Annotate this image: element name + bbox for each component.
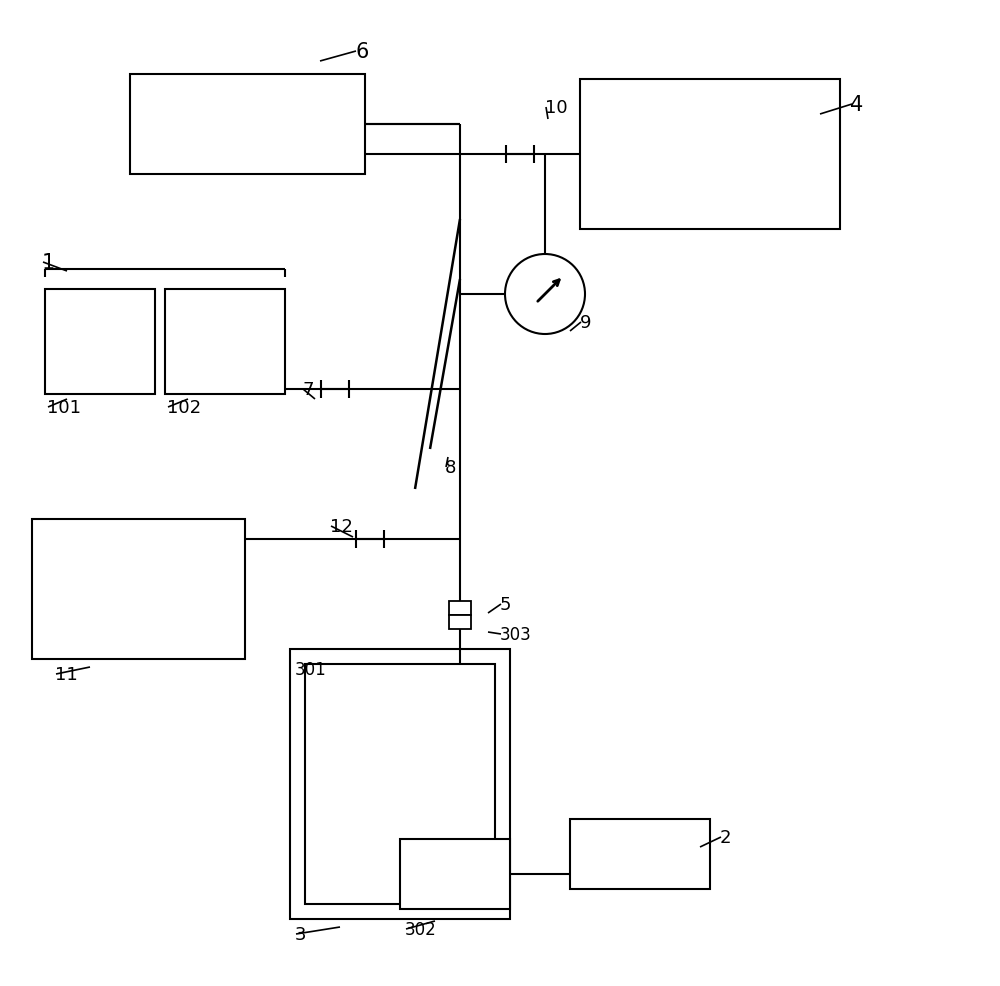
Bar bbox=[449, 601, 471, 615]
Text: 1: 1 bbox=[42, 252, 55, 273]
Bar bbox=[130, 75, 365, 175]
Text: 102: 102 bbox=[167, 398, 201, 416]
Text: 5: 5 bbox=[500, 596, 512, 613]
Text: 2: 2 bbox=[720, 828, 732, 846]
Bar bbox=[45, 290, 155, 394]
Bar bbox=[305, 665, 495, 904]
Circle shape bbox=[505, 254, 585, 334]
Text: 10: 10 bbox=[545, 99, 568, 117]
Text: 9: 9 bbox=[580, 314, 592, 331]
Text: 302: 302 bbox=[405, 920, 437, 938]
Text: 11: 11 bbox=[55, 666, 78, 683]
Bar bbox=[32, 520, 245, 660]
Bar bbox=[400, 839, 510, 909]
Text: 12: 12 bbox=[330, 518, 353, 535]
Bar bbox=[580, 80, 840, 230]
Text: 301: 301 bbox=[295, 661, 327, 678]
Bar bbox=[570, 819, 710, 889]
Bar bbox=[165, 290, 285, 394]
Text: 3: 3 bbox=[295, 925, 307, 943]
Text: 101: 101 bbox=[47, 398, 81, 416]
Bar bbox=[290, 650, 510, 919]
Bar bbox=[449, 615, 471, 629]
Text: 6: 6 bbox=[355, 42, 368, 62]
Text: 7: 7 bbox=[302, 381, 314, 398]
Text: 303: 303 bbox=[500, 625, 532, 643]
Text: 8: 8 bbox=[445, 458, 456, 476]
Text: 4: 4 bbox=[850, 95, 863, 115]
